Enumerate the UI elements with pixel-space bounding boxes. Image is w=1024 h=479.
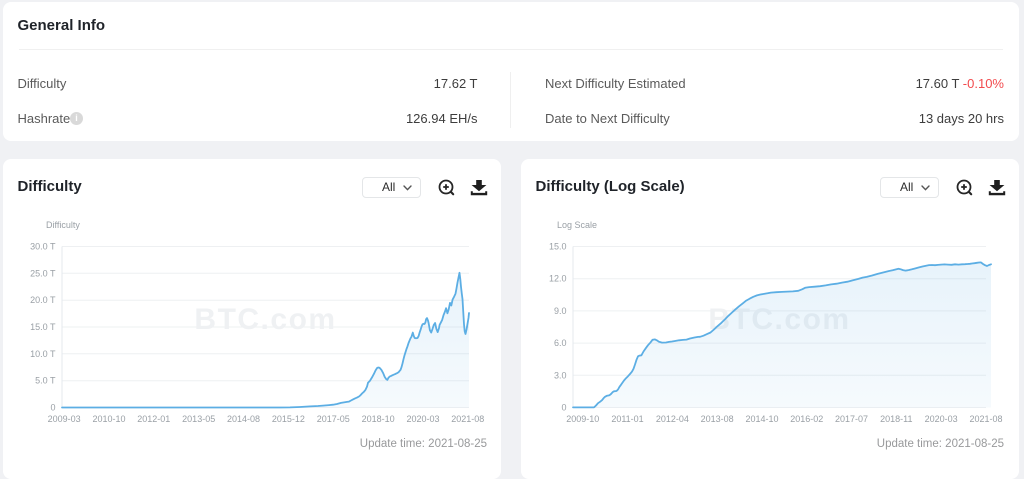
svg-text:Difficulty: Difficulty [46, 220, 80, 230]
svg-text:2014-08: 2014-08 [227, 414, 260, 424]
svg-text:30.0 T: 30.0 T [30, 242, 56, 252]
svg-text:2011-01: 2011-01 [611, 414, 643, 424]
svg-text:2017-05: 2017-05 [317, 414, 350, 424]
svg-text:5.0 T: 5.0 T [35, 376, 56, 386]
svg-text:12.0: 12.0 [549, 274, 567, 284]
svg-text:2018-11: 2018-11 [880, 414, 912, 424]
svg-text:2009-10: 2009-10 [566, 414, 599, 424]
svg-text:2018-10: 2018-10 [362, 414, 395, 424]
svg-text:2009-03: 2009-03 [48, 414, 81, 424]
svg-text:0: 0 [50, 403, 55, 413]
svg-text:Log Scale: Log Scale [557, 220, 597, 230]
svg-text:2013-08: 2013-08 [701, 414, 734, 424]
svg-text:25.0 T: 25.0 T [30, 268, 56, 278]
svg-text:2016-02: 2016-02 [790, 414, 823, 424]
svg-text:10.0 T: 10.0 T [30, 349, 56, 359]
svg-text:2012-04: 2012-04 [656, 414, 689, 424]
svg-text:2015-12: 2015-12 [272, 414, 305, 424]
svg-text:2020-03: 2020-03 [406, 414, 439, 424]
svg-text:3.0: 3.0 [554, 370, 567, 380]
svg-text:2021-08: 2021-08 [969, 414, 1002, 424]
svg-text:2010-10: 2010-10 [92, 414, 125, 424]
svg-text:2012-01: 2012-01 [137, 414, 170, 424]
svg-text:0: 0 [561, 403, 566, 413]
svg-text:9.0: 9.0 [554, 306, 567, 316]
svg-text:15.0: 15.0 [549, 242, 567, 252]
svg-text:20.0 T: 20.0 T [30, 295, 56, 305]
svg-text:2014-10: 2014-10 [745, 414, 778, 424]
svg-text:15.0 T: 15.0 T [30, 322, 56, 332]
svg-text:2021-08: 2021-08 [451, 414, 484, 424]
svg-text:6.0: 6.0 [554, 338, 567, 348]
svg-text:BTC.com: BTC.com [194, 303, 336, 336]
svg-text:2013-05: 2013-05 [182, 414, 215, 424]
svg-text:2020-03: 2020-03 [925, 414, 958, 424]
svg-text:2017-07: 2017-07 [835, 414, 868, 424]
